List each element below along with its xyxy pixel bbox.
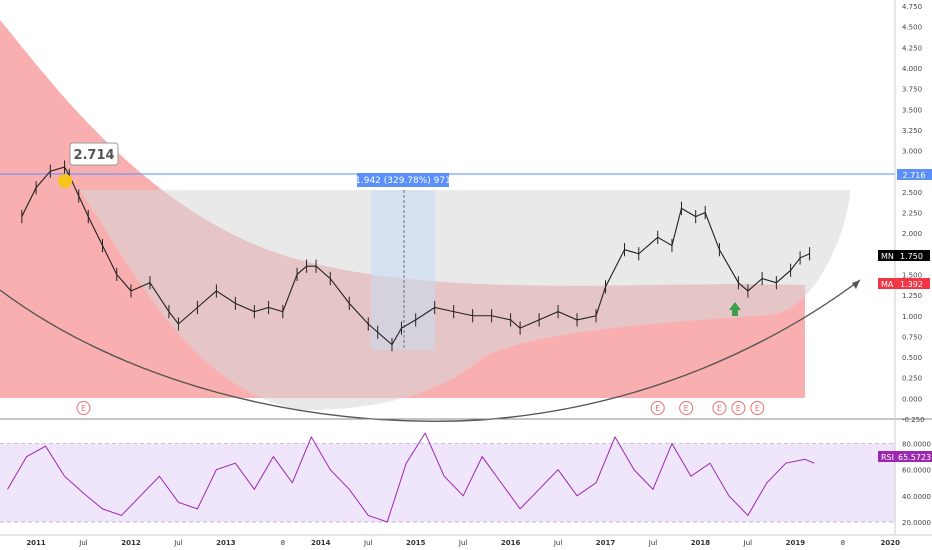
earnings-marker-label: E [655, 404, 660, 413]
x-tick-label: 2016 [501, 539, 521, 547]
y-tick-label: 4.250 [902, 44, 922, 52]
cup-shape [80, 190, 850, 410]
measure-callout: 1.942 (329.78%) 971 [355, 173, 451, 187]
x-tick-label: 2017 [596, 539, 616, 547]
rsi-line [7, 432, 815, 523]
earnings-marker-label: E [684, 404, 689, 413]
rsi-tick-label: 20.0000 [902, 519, 931, 527]
ma-tag: MA 1.392 [878, 278, 930, 289]
rsi-band [0, 443, 895, 522]
earnings-marker-circle [731, 401, 746, 415]
rsi-tick-label: 60.0000 [902, 467, 931, 475]
y-tick-label: 1.500 [902, 271, 922, 279]
x-tick-label: Jul [363, 539, 373, 547]
ma-tag-value: 1.392 [900, 280, 923, 289]
x-tick-label: 2011 [26, 539, 46, 547]
earnings-marker-circle [750, 401, 765, 415]
earnings-marker[interactable]: E [712, 401, 727, 415]
peak-label-box [69, 142, 119, 166]
earnings-marker[interactable]: E [679, 401, 694, 415]
earnings-marker-label: E [755, 404, 760, 413]
level-tag-value: 2.716 [903, 171, 926, 180]
earnings-marker[interactable]: E [731, 401, 746, 415]
x-tick-label: 2020 [881, 539, 901, 547]
y-tick-label: 1.000 [902, 313, 922, 321]
x-tick-label: 2018 [691, 539, 711, 547]
y-tick-label: 4.500 [902, 24, 922, 32]
y-tick-label: 3.500 [902, 106, 922, 114]
x-tick-label: Jul [553, 539, 563, 547]
y-tick-label: 0.750 [902, 333, 922, 341]
x-tick-label: Jul [648, 539, 658, 547]
y-tick-label: 4.750 [902, 3, 922, 11]
peak-label: 2.714 [73, 148, 114, 163]
rsi-tag-box [878, 451, 932, 462]
trend-arrow-head [852, 280, 860, 289]
y-tick-label: -0.250 [902, 416, 925, 424]
rsi-tick-label: 80.0000 [902, 441, 931, 449]
mn-tag-box [878, 250, 930, 261]
rsi-tag: RSI 65.5723 [878, 451, 932, 462]
y-axis-ticks: 4.750 4.500 4.250 4.000 3.750 3.500 3.250 3.000… [902, 3, 925, 424]
y-tick-label: 2.250 [902, 210, 922, 218]
x-tick-label: 2012 [121, 539, 141, 547]
x-tick-label: 2019 [786, 539, 806, 547]
mn-tag-name: MN [881, 252, 894, 261]
earnings-marker-label: E [717, 404, 722, 413]
y-tick-label: 0.500 [902, 354, 922, 362]
earnings-marker-label: E [736, 404, 741, 413]
earnings-marker[interactable]: E [76, 401, 91, 415]
x-tick-label: Jul [173, 539, 183, 547]
measure-box [371, 190, 435, 350]
level-tag: 2.716 [897, 169, 932, 180]
y-tick-label: 0.250 [902, 375, 922, 383]
y-tick-label: 2.000 [902, 230, 922, 238]
measure-label-box [357, 173, 449, 187]
trend-arc [0, 279, 861, 422]
earnings-marker-circle [679, 401, 694, 415]
price-series [21, 160, 811, 352]
x-tick-label: 2014 [311, 539, 331, 547]
y-tick-label: 3.750 [902, 86, 922, 94]
y-tick-label: 3.000 [902, 148, 922, 156]
rsi-tag-value: 65.5723 [898, 453, 931, 462]
rsi-tag-name: RSI [881, 453, 894, 462]
x-tick-label: Jul [78, 539, 88, 547]
y-tick-label: 2.500 [902, 189, 922, 197]
ma-tag-box [878, 278, 930, 289]
x-tick-label: 8 [281, 539, 285, 547]
peak-marker [58, 174, 72, 188]
x-tick-label: Jul [743, 539, 753, 547]
y-tick-label: 1.250 [902, 292, 922, 300]
y-tick-label: 3.250 [902, 127, 922, 135]
x-tick-label: 2013 [216, 539, 236, 547]
earnings-marker-circle [712, 401, 727, 415]
mn-tag-value: 1.750 [900, 252, 923, 261]
rsi-axis-ticks: 80.0000 60.0000 40.0000 20.0000 [902, 441, 931, 527]
y-tick-label: 4.000 [902, 65, 922, 73]
earnings-marker-circle [650, 401, 665, 415]
earnings-marker-circle [76, 401, 91, 415]
mn-tag: MN 1.750 [878, 250, 930, 261]
x-tick-label: 2015 [406, 539, 426, 547]
x-axis-ticks: 2011 Jul 2012 Jul 2013 8 2014 Jul 2015 Jul 2016 Jul… [26, 539, 900, 547]
rsi-tick-label: 40.0000 [902, 493, 931, 501]
y-tick-label: 0.000 [902, 395, 922, 403]
earnings-marker[interactable]: E [650, 401, 665, 415]
earnings-marker[interactable]: E [750, 401, 765, 415]
peak-callout: 2.714 [58, 142, 119, 188]
earnings-marker-label: E [81, 404, 86, 413]
level-tag-box [897, 169, 932, 180]
x-tick-label: Jul [458, 539, 468, 547]
ma-tag-name: MA [881, 280, 894, 289]
x-tick-label: 8 [841, 539, 845, 547]
buy-arrow-icon [729, 302, 741, 316]
measure-label: 1.942 (329.78%) 971 [355, 176, 451, 186]
